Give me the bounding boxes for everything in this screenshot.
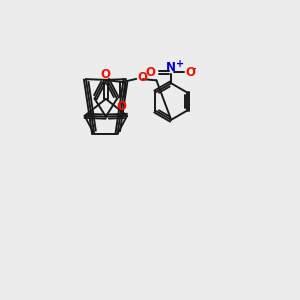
Text: +: + <box>176 59 184 69</box>
Text: O: O <box>101 68 111 81</box>
Text: O: O <box>116 100 126 113</box>
Text: -: - <box>191 64 196 74</box>
Text: N: N <box>166 61 176 74</box>
Text: O: O <box>185 66 195 79</box>
Text: O: O <box>138 71 148 84</box>
Text: O: O <box>146 66 156 79</box>
